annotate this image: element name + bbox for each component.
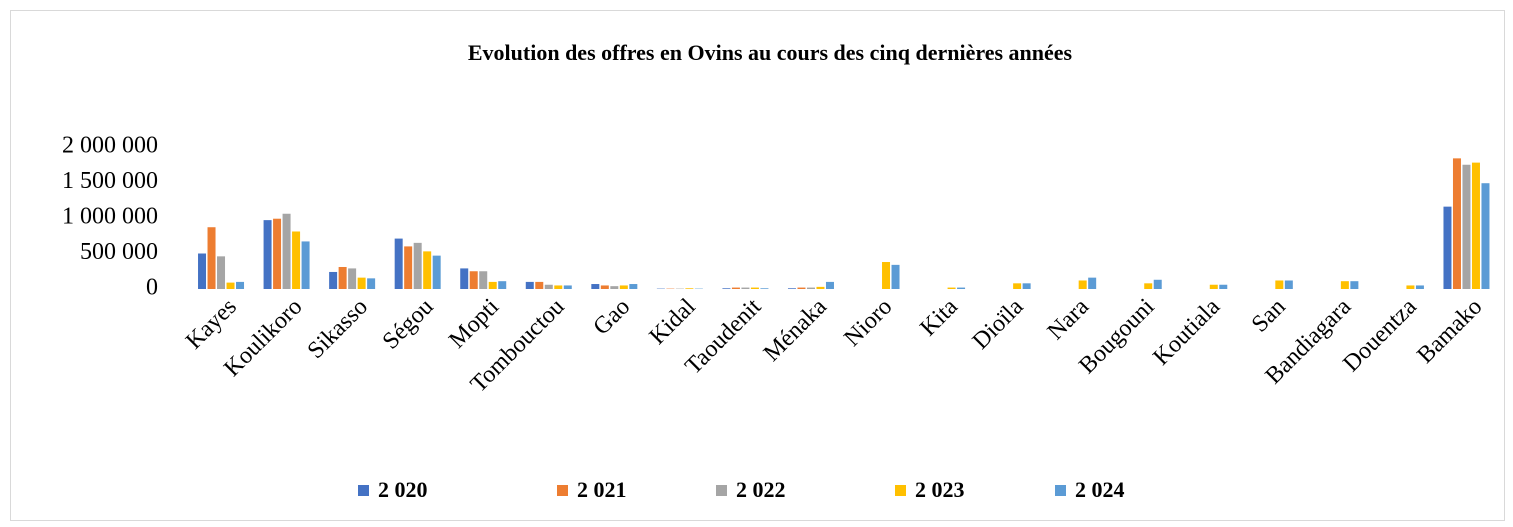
bar xyxy=(535,281,544,289)
bar xyxy=(1406,285,1415,289)
bar xyxy=(226,282,235,289)
y-tick-label: 500 000 xyxy=(80,239,158,265)
bar xyxy=(797,287,806,289)
chart-border xyxy=(10,10,1505,521)
bar xyxy=(1443,206,1452,289)
bar xyxy=(292,231,301,289)
bar xyxy=(1340,281,1349,289)
y-tick-label: 0 xyxy=(146,275,158,301)
bar xyxy=(816,286,825,289)
bar xyxy=(722,288,731,289)
bar xyxy=(488,281,497,289)
bar xyxy=(282,213,291,289)
bar xyxy=(1219,284,1228,289)
legend-swatch xyxy=(895,485,906,496)
legend-label: 2 020 xyxy=(378,477,428,502)
legend-label: 2 024 xyxy=(1075,477,1125,502)
legend-swatch xyxy=(1055,485,1066,496)
bar xyxy=(479,271,488,289)
bar xyxy=(1452,158,1461,289)
bar xyxy=(619,285,628,289)
bar xyxy=(432,255,441,289)
bar xyxy=(685,288,694,289)
y-tick-label: 2 000 000 xyxy=(62,133,158,159)
bar xyxy=(760,288,769,289)
bar xyxy=(629,284,638,289)
bar xyxy=(236,281,245,289)
bar xyxy=(217,256,226,289)
bar xyxy=(554,285,563,289)
bar xyxy=(394,238,403,289)
bar xyxy=(301,241,310,289)
bar xyxy=(525,281,534,289)
bar xyxy=(882,262,891,289)
bar xyxy=(1144,283,1153,289)
bar xyxy=(947,287,956,289)
bar xyxy=(1022,283,1031,289)
bar xyxy=(600,285,609,289)
y-tick-label: 1 000 000 xyxy=(62,204,158,230)
bar xyxy=(207,227,216,289)
legend-swatch xyxy=(358,485,369,496)
legend-label: 2 021 xyxy=(577,477,627,502)
bar xyxy=(413,242,422,289)
bar xyxy=(423,251,432,289)
bar xyxy=(1088,277,1097,289)
bar xyxy=(460,268,469,289)
bar xyxy=(498,281,507,289)
bar xyxy=(731,287,740,289)
bar xyxy=(1153,279,1162,289)
bar xyxy=(891,264,900,289)
bar xyxy=(1284,280,1293,289)
bar xyxy=(273,218,282,289)
bar xyxy=(1481,183,1490,289)
bar xyxy=(469,271,478,289)
bar xyxy=(1350,281,1359,289)
bar xyxy=(563,285,572,289)
bar xyxy=(367,278,376,289)
bar xyxy=(198,253,207,289)
chart-title: Evolution des offres en Ovins au cours d… xyxy=(468,40,1073,65)
bar xyxy=(338,266,347,289)
bar xyxy=(750,287,759,289)
bar xyxy=(825,281,834,289)
bar xyxy=(1013,283,1022,289)
bar xyxy=(1078,280,1087,289)
bar xyxy=(1462,164,1471,289)
y-tick-label: 1 500 000 xyxy=(62,168,158,194)
legend-label: 2 022 xyxy=(736,477,786,502)
legend-swatch xyxy=(557,485,568,496)
bar xyxy=(263,220,272,289)
bar xyxy=(591,284,600,289)
bar xyxy=(610,286,619,289)
bar xyxy=(806,287,815,289)
bar xyxy=(787,288,796,289)
legend-swatch xyxy=(716,485,727,496)
bar xyxy=(741,287,750,289)
legend-label: 2 023 xyxy=(915,477,965,502)
bar xyxy=(348,268,357,289)
bar xyxy=(329,271,338,289)
bar xyxy=(957,287,966,289)
bar xyxy=(1209,284,1218,289)
bar xyxy=(404,246,413,289)
bar xyxy=(1415,285,1424,289)
bar xyxy=(357,277,366,289)
bar xyxy=(1275,280,1284,289)
bar xyxy=(1471,162,1480,289)
bar xyxy=(544,284,553,289)
